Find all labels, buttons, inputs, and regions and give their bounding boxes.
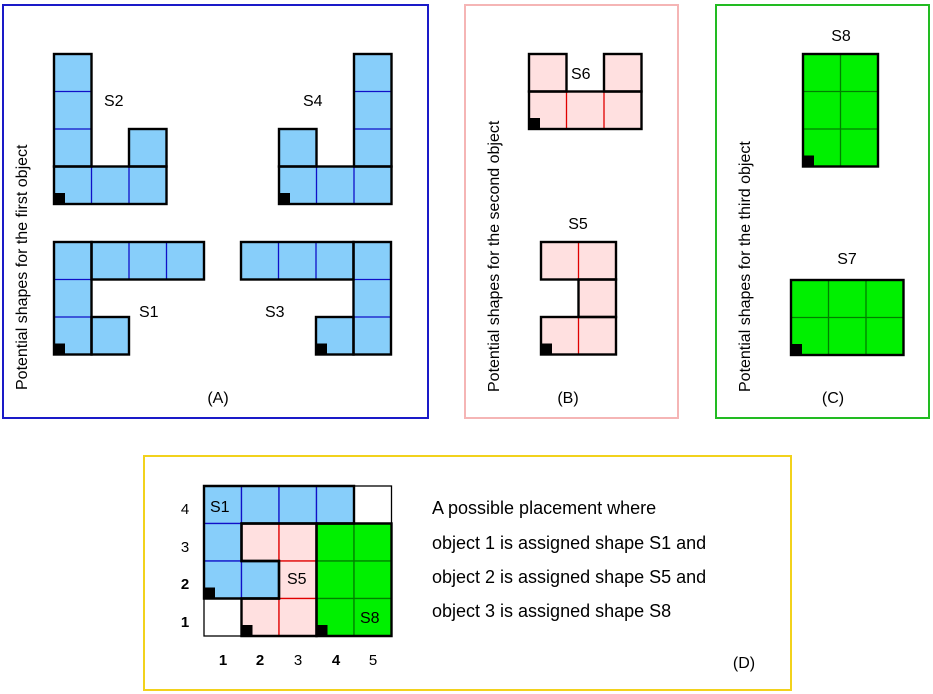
panel-c-side-label: Potential shapes for the third object [737, 141, 754, 392]
shape-s3 [239, 240, 393, 356]
x-tick-2: 2 [256, 652, 264, 669]
shape-s1-label: S1 [139, 304, 159, 321]
shape-s4-piece [279, 166, 392, 204]
shape-s1-piece-outline [52, 240, 93, 356]
grid-cell-s1 [240, 485, 280, 525]
shape-s1-piece [54, 242, 92, 355]
shape-s7 [789, 278, 905, 357]
panel-a-frame [2, 4, 429, 419]
shape-s1-piece [91, 317, 129, 355]
grid-cell-s5 [278, 522, 318, 562]
shape-s3-piece [353, 242, 391, 355]
shape-s6-piece [529, 91, 642, 129]
shape-s5-anchor-marker [542, 343, 552, 354]
shape-s6-piece [604, 54, 642, 92]
grid-cell-s1 [203, 522, 243, 562]
grid-cell-s1 [278, 485, 318, 525]
grid-label-s5: S5 [287, 571, 307, 588]
x-tick-3: 3 [294, 652, 302, 669]
y-tick-1: 1 [181, 614, 189, 631]
shape-s2 [52, 52, 168, 206]
panel-b-caption: (B) [557, 390, 578, 407]
grid-cell-s8 [315, 522, 355, 562]
shape-s3-piece [241, 242, 354, 280]
placement-description-line-3: object 2 is assigned shape S5 and [432, 567, 706, 587]
shape-s8-piece-outline [801, 52, 880, 168]
shape-s2-piece-outline [127, 127, 168, 168]
shape-s1 [52, 240, 206, 356]
shape-s6 [527, 52, 643, 131]
shape-s3-piece-outline [352, 240, 393, 356]
shape-s5-label: S5 [568, 216, 588, 233]
grid-cell-s1 [315, 485, 355, 525]
grid-cell-s8 [353, 560, 393, 600]
shape-s6-piece [529, 54, 567, 92]
grid-cell-s1 [240, 560, 280, 600]
placement-description-line-4: object 3 is assigned shape S8 [432, 601, 671, 621]
shape-s5 [539, 240, 618, 356]
grid-cell-s5 [278, 597, 318, 637]
shape-s4-piece-outline [277, 165, 393, 206]
shape-s1-piece-outline [90, 315, 131, 356]
y-tick-3: 3 [181, 539, 189, 556]
grid-empty-cell [353, 485, 393, 525]
shape-s7-anchor-marker [792, 344, 802, 354]
panel-d-frame [143, 455, 792, 691]
grid-label-s1: S1 [210, 499, 230, 516]
shape-s4-anchor-marker [280, 193, 290, 203]
shape-s2-piece [129, 129, 167, 167]
grid-label-s8: S8 [360, 610, 380, 627]
shape-s4-piece [279, 129, 317, 167]
x-tick-1: 1 [219, 652, 227, 669]
shape-s7-piece-outline [789, 278, 905, 357]
grid-cell-s8 [353, 522, 393, 562]
shape-s4 [277, 52, 393, 206]
shape-s4-piece-outline [277, 127, 318, 168]
grid-cell-s5 [278, 560, 318, 600]
x-tick-5: 5 [369, 652, 377, 669]
placement-description-line-1: A possible placement where [432, 498, 656, 518]
grid-anchor-marker [317, 625, 328, 635]
shape-s1-anchor-marker [55, 343, 65, 354]
shape-s2-piece [54, 54, 92, 167]
shape-s3-anchor-marker [317, 343, 327, 354]
shape-s3-label: S3 [265, 304, 285, 321]
shape-s5-piece [578, 279, 616, 317]
grid-cell-s8 [315, 560, 355, 600]
panel-c-caption: (C) [822, 390, 844, 407]
panel-d-caption: (D) [733, 655, 755, 672]
panel-a-side-label: Potential shapes for the first object [14, 144, 31, 390]
shape-s8-label: S8 [831, 28, 851, 45]
shape-s2-piece [54, 166, 167, 204]
panel-b-frame [464, 4, 679, 419]
shape-s6-label: S6 [571, 66, 591, 83]
placement-description-line-2: object 1 is assigned shape S1 and [432, 533, 706, 553]
shape-s3-piece-outline [314, 315, 355, 356]
shape-s4-label: S4 [303, 93, 323, 110]
shape-s2-anchor-marker [55, 193, 65, 203]
shape-s6-piece-outline [527, 90, 643, 131]
placement-grid [202, 484, 393, 638]
shape-s8-anchor-marker [804, 155, 814, 166]
y-tick-2: 2 [181, 576, 189, 593]
shape-s4-piece [354, 54, 392, 167]
x-tick-4: 4 [332, 652, 341, 669]
shape-s8 [801, 52, 880, 168]
shape-s1-piece [91, 242, 204, 280]
panel-a-caption: (A) [207, 390, 228, 407]
panel-c-frame [715, 4, 930, 419]
grid-anchor-marker [205, 587, 215, 598]
grid-cell-s5 [240, 522, 280, 562]
y-tick-4: 4 [181, 501, 189, 518]
shape-s7-label: S7 [837, 251, 857, 268]
panel-b-side-label: Potential shapes for the second object [486, 120, 503, 392]
grid-empty-cell [203, 597, 243, 637]
shape-s2-label: S2 [104, 93, 124, 110]
shape-s2-piece-outline [52, 165, 168, 206]
shape-s5-piece-outline [539, 315, 618, 356]
grid-anchor-marker [242, 625, 253, 635]
shape-s6-anchor-marker [530, 118, 540, 128]
grid-outline-s8 [315, 522, 393, 638]
